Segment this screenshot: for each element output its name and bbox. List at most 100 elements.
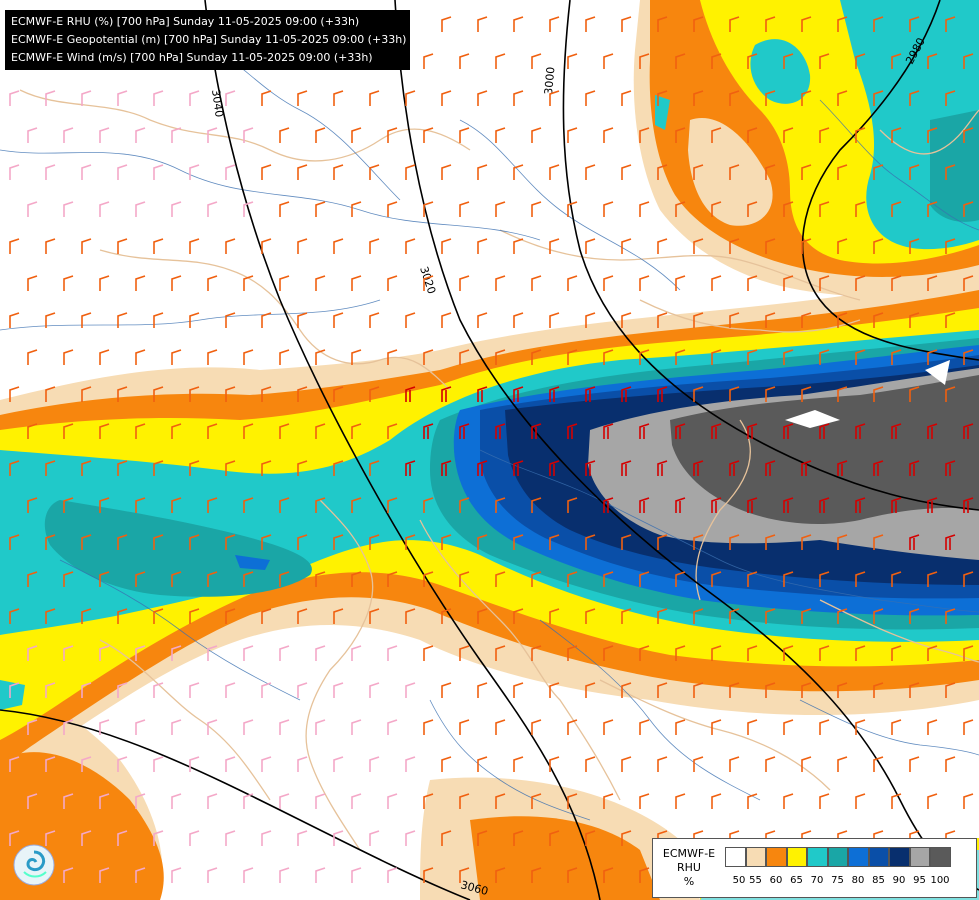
wind-barb (603, 275, 614, 291)
wind-barb (603, 867, 614, 883)
wind-barb (639, 423, 650, 439)
wind-barb (783, 719, 794, 735)
wind-barb (45, 460, 56, 476)
wind-barb (801, 608, 812, 624)
wind-barb (495, 719, 506, 735)
wind-barb (243, 423, 254, 439)
wind-barb (153, 312, 164, 328)
wind-barb (855, 127, 866, 143)
wind-barb (531, 127, 542, 143)
wind-barb (801, 682, 812, 698)
wind-barb (765, 534, 776, 550)
wind-barb (783, 423, 794, 439)
wind-barb (171, 423, 182, 439)
wind-barb (909, 16, 920, 32)
wind-barb (621, 164, 632, 180)
legend-tick-label: 100 (930, 875, 950, 886)
wind-barb (225, 534, 236, 550)
wind-barb (819, 793, 830, 809)
wind-barb (315, 349, 326, 365)
rhu-band-60-south (470, 816, 660, 900)
wind-barb (855, 423, 866, 439)
border-line (305, 499, 374, 851)
wind-barb (927, 275, 938, 291)
wind-barb (909, 608, 920, 624)
wind-barb (225, 238, 236, 254)
wind-barb (45, 312, 56, 328)
wind-barb (243, 867, 254, 883)
wind-barb (675, 645, 686, 661)
wind-barb (135, 719, 146, 735)
wind-barb (477, 682, 488, 698)
wind-barb (495, 645, 506, 661)
wind-barb (333, 386, 344, 402)
wind-barb (837, 90, 848, 106)
wind-barb (369, 534, 380, 550)
wind-barb (567, 645, 578, 661)
wind-barb (225, 756, 236, 772)
wind-barb (585, 534, 596, 550)
wind-barb (63, 423, 74, 439)
wind-barb (657, 164, 668, 180)
legend-ticks: 50 55 60 65 70 75 80 85 90 95 100 (725, 875, 971, 889)
wind-barb (387, 201, 398, 217)
wind-barb (333, 534, 344, 550)
wind-barb (351, 349, 362, 365)
wind-barb (297, 756, 308, 772)
wind-barb (243, 497, 254, 513)
wind-barb (585, 90, 596, 106)
wind-barb (837, 534, 848, 550)
wind-barb (135, 423, 146, 439)
wind-barb (819, 645, 830, 661)
wind-barb (927, 201, 938, 217)
legend-swatch (848, 847, 869, 867)
wind-barb (495, 349, 506, 365)
wind-barb (153, 238, 164, 254)
wind-barb (477, 164, 488, 180)
wind-barb (9, 312, 20, 328)
wind-barb (261, 238, 272, 254)
wind-barb (189, 90, 200, 106)
wind-barb (351, 497, 362, 513)
river-line (429, 699, 591, 821)
wind-barb (261, 90, 272, 106)
wind-barb (747, 719, 758, 735)
wind-barb (99, 275, 110, 291)
wind-barb (81, 534, 92, 550)
wind-barb (567, 127, 578, 143)
wind-barb (963, 719, 974, 735)
wind-barb (9, 238, 20, 254)
wind-barb (783, 275, 794, 291)
legend-tick-label: 65 (790, 875, 803, 886)
wind-barb (297, 312, 308, 328)
border-line (99, 639, 271, 801)
contour-2980 (801, 0, 979, 361)
wind-barb (369, 608, 380, 624)
wind-barb (279, 497, 290, 513)
wind-barb (297, 238, 308, 254)
wind-barb (549, 16, 560, 32)
rhu-ne-cyan-2 (750, 39, 811, 104)
wind-barb (873, 756, 884, 772)
wind-barb (99, 201, 110, 217)
border-line (879, 109, 979, 155)
wind-barb (567, 53, 578, 69)
wind-barb (945, 756, 956, 772)
wind-barb (189, 608, 200, 624)
wind-barb (945, 238, 956, 254)
wind-barb (783, 53, 794, 69)
wind-barb (423, 793, 434, 809)
wind-barb (189, 386, 200, 402)
wind-barb (441, 386, 452, 402)
wind-barb (405, 164, 416, 180)
wind-barb (135, 201, 146, 217)
river-layer (0, 39, 979, 821)
wind-barb (837, 386, 848, 402)
wind-barb (459, 53, 470, 69)
wind-barb (171, 645, 182, 661)
wind-barb (315, 645, 326, 661)
wind-barb (639, 793, 650, 809)
wind-barb (657, 756, 668, 772)
wind-barb (441, 756, 452, 772)
wind-barb (855, 349, 866, 365)
